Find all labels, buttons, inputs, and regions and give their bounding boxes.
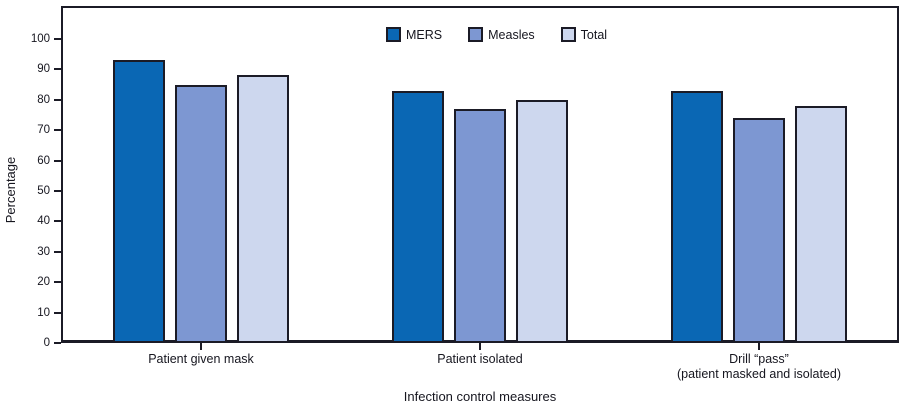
y-axis-tick-label: 50 (37, 185, 50, 197)
bar-mers-group3 (671, 91, 723, 343)
y-axis-tick-label: 0 (43, 337, 50, 349)
x-category-label-line: (patient masked and isolated) (677, 367, 841, 381)
y-axis-tick-label: 70 (37, 124, 50, 137)
x-category-label-line: Patient given mask (148, 352, 254, 366)
y-axis-tick-label: 100 (30, 33, 50, 45)
legend-swatch-icon (386, 27, 401, 42)
x-axis-tick (758, 343, 760, 350)
y-axis-tick (54, 311, 61, 314)
bar-measles-group2 (454, 109, 506, 343)
x-category-label: Patient isolated (330, 352, 630, 367)
x-category-label-line: Drill “pass” (729, 352, 789, 366)
y-axis-tick (54, 68, 61, 71)
y-axis-tick-label: 20 (37, 276, 50, 289)
bar-measles-group3 (733, 118, 785, 343)
y-axis-tick-label: 10 (37, 306, 50, 319)
legend-swatch-icon (560, 27, 576, 42)
bar-total-group3 (795, 106, 847, 343)
y-axis-tick (54, 38, 61, 40)
y-axis-tick (54, 342, 61, 344)
x-axis-tick (200, 343, 202, 350)
y-axis-tick-label: 40 (37, 215, 50, 228)
y-axis-tick-label: 80 (37, 93, 50, 106)
bar-mers-group2 (392, 91, 444, 343)
y-axis-tick-label: 30 (37, 245, 50, 258)
x-category-label-line: Patient isolated (437, 352, 523, 366)
y-axis-tick (54, 129, 61, 132)
legend-item-total: Total (560, 27, 608, 42)
x-axis-tick (479, 343, 481, 350)
bar-total-group1 (237, 75, 289, 343)
bar-measles-group1 (175, 85, 227, 343)
y-axis-tick-label: 60 (37, 154, 50, 167)
legend-label: Total (580, 27, 608, 42)
x-axis-title: Infection control measures (403, 389, 557, 404)
y-axis-tick (54, 159, 61, 162)
y-axis-tick (54, 98, 61, 101)
y-axis-tick (54, 281, 61, 284)
y-axis-tick (54, 250, 61, 253)
bar-total-group2 (516, 100, 568, 343)
x-category-label: Patient given mask (51, 352, 351, 367)
x-category-label: Drill “pass” (patient masked and isolated… (609, 352, 907, 382)
y-axis-tick (54, 220, 61, 223)
bar-mers-group1 (113, 60, 165, 343)
y-axis-tick (54, 190, 61, 192)
legend-item-mers: MERS (386, 27, 442, 42)
legend-label: MERS (406, 27, 443, 42)
legend-item-measles: Measles (468, 27, 535, 42)
y-axis-tick-label: 90 (37, 63, 50, 76)
legend-swatch-icon (468, 27, 484, 42)
legend-label: Measles (488, 27, 535, 42)
legend: MERS Measles Total (386, 27, 607, 42)
